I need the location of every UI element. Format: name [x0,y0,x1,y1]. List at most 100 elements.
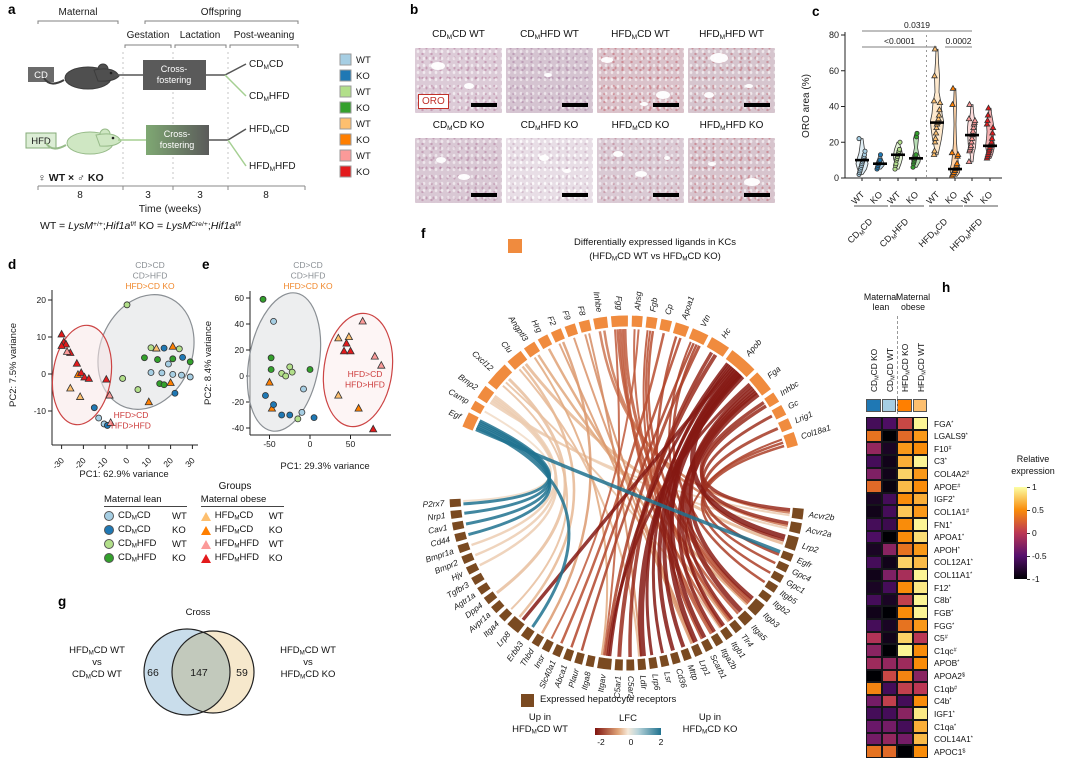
gene-label: Fgb [647,297,659,313]
violin-point [983,120,991,127]
scale-bar [744,193,770,197]
text-label: CD [34,70,48,81]
heatmap-row-label: C4b* [934,696,952,707]
heatmap-row-label: APOA1* [934,532,965,543]
ligand-segment [470,400,485,415]
heatmap-cell [866,656,882,670]
heatmap-cell [866,492,882,506]
y-tick-label: 20 [235,345,245,355]
chord-ribbon [682,384,753,620]
heatmap-cell [881,467,897,481]
pca-point [186,373,194,381]
pca-point [72,358,82,367]
group-name: CDMCD [118,524,151,536]
triangle-marker-icon [200,539,215,549]
groups-legend-title: Groups [218,481,252,492]
x-axis-title: PC1: 62.9% variance [79,469,168,480]
violin-point [965,157,973,165]
triangle-marker-icon [200,553,215,563]
pca-point [75,392,85,400]
heatmap-cell [897,530,913,544]
venn-right-circle [172,631,254,713]
chord-ribbon [475,427,781,554]
violin-point [989,129,996,136]
hfd-mouse-icon-eye [111,136,115,140]
group-tick-label: CDMCD [846,216,877,247]
vessel [663,155,670,160]
violin-point [989,124,997,131]
cluster-annotation: CD>HFD [291,271,326,281]
cross-fostering-box-hfd [146,125,209,155]
heatmap-row-label: F12* [934,582,951,593]
text-label: Cross- [161,64,188,74]
chord-ribbon [560,332,666,644]
heatmap-cell [866,619,882,632]
vessel [543,73,552,78]
gene-label: Angptl3 [506,313,531,343]
cd-mouse-icon-eye [109,71,113,75]
scale-bar [471,103,497,107]
receptor-segment [454,531,467,542]
vessel [430,62,445,71]
receptor-segment [483,591,498,605]
pca-point [168,341,178,350]
timeline-bracket [37,20,119,24]
y-tick-label: 60 [235,293,245,303]
heatmap-cell [912,707,928,721]
heatmap-cell [881,732,897,746]
scale-bar [744,103,770,107]
heatmap-cell [897,720,913,733]
circle-marker-icon [104,525,118,535]
heatmap-cell [866,480,882,493]
violin-point [949,84,957,91]
gene-label: Nrp1 [427,510,446,522]
heatmap-cell [897,644,913,657]
text-label: fostering [160,140,195,150]
pvalue-label: 0.0002 [946,36,972,46]
heatmap-cell [897,429,913,443]
heatmap-cell [881,606,897,620]
histology-image [506,48,593,113]
lean-obese-divider [897,316,898,414]
genotype-name: WT [172,510,187,522]
pca-point [342,338,351,347]
heatmap-cell [881,694,897,708]
marker-dot [104,525,114,535]
y-tick-label: -40 [232,423,245,433]
maternal-lean-header: Maternal lean [863,292,899,313]
hfd-mouse-icon-head [95,133,122,147]
chord-ribbon [495,378,567,594]
group-name: HFDMCD [214,510,254,522]
marker-tri [200,511,211,521]
gene-label: Lrig1 [793,409,814,425]
receptor-segment [477,582,491,595]
genotype-tick-label: WT [885,189,902,206]
x-tick-label: -50 [263,439,276,449]
chord-ribbon [588,333,642,657]
pca-point [141,354,148,362]
gene-label: Apoa1 [679,295,696,322]
pca-point [57,329,66,338]
weeks-value: 8 [77,190,83,201]
pca-point [105,390,114,399]
genotype-name: KO [268,552,283,564]
heatmap-cell [866,555,882,569]
heatmap-row-label: COL4A2# [934,469,970,480]
heatmap-cell [912,644,928,657]
circle-marker-icon [104,553,118,563]
chord-ribbon [618,329,723,629]
colorbar-tick [1027,555,1030,557]
text-label: Cross- [164,129,191,139]
genotype-label: KO [356,135,370,146]
marker-dot [104,553,114,563]
violin-point [968,138,975,145]
ligand-segment [659,318,673,332]
y-axis-title: PC2: 7.5% variance [8,323,19,407]
genotype-name: WT [172,538,187,550]
heatmap-cell [866,694,882,708]
heatmap-row-label: C1qa* [934,721,957,732]
pca-point [80,372,89,381]
gene-label: Hrg [529,318,544,335]
heatmap-cell [866,644,882,657]
